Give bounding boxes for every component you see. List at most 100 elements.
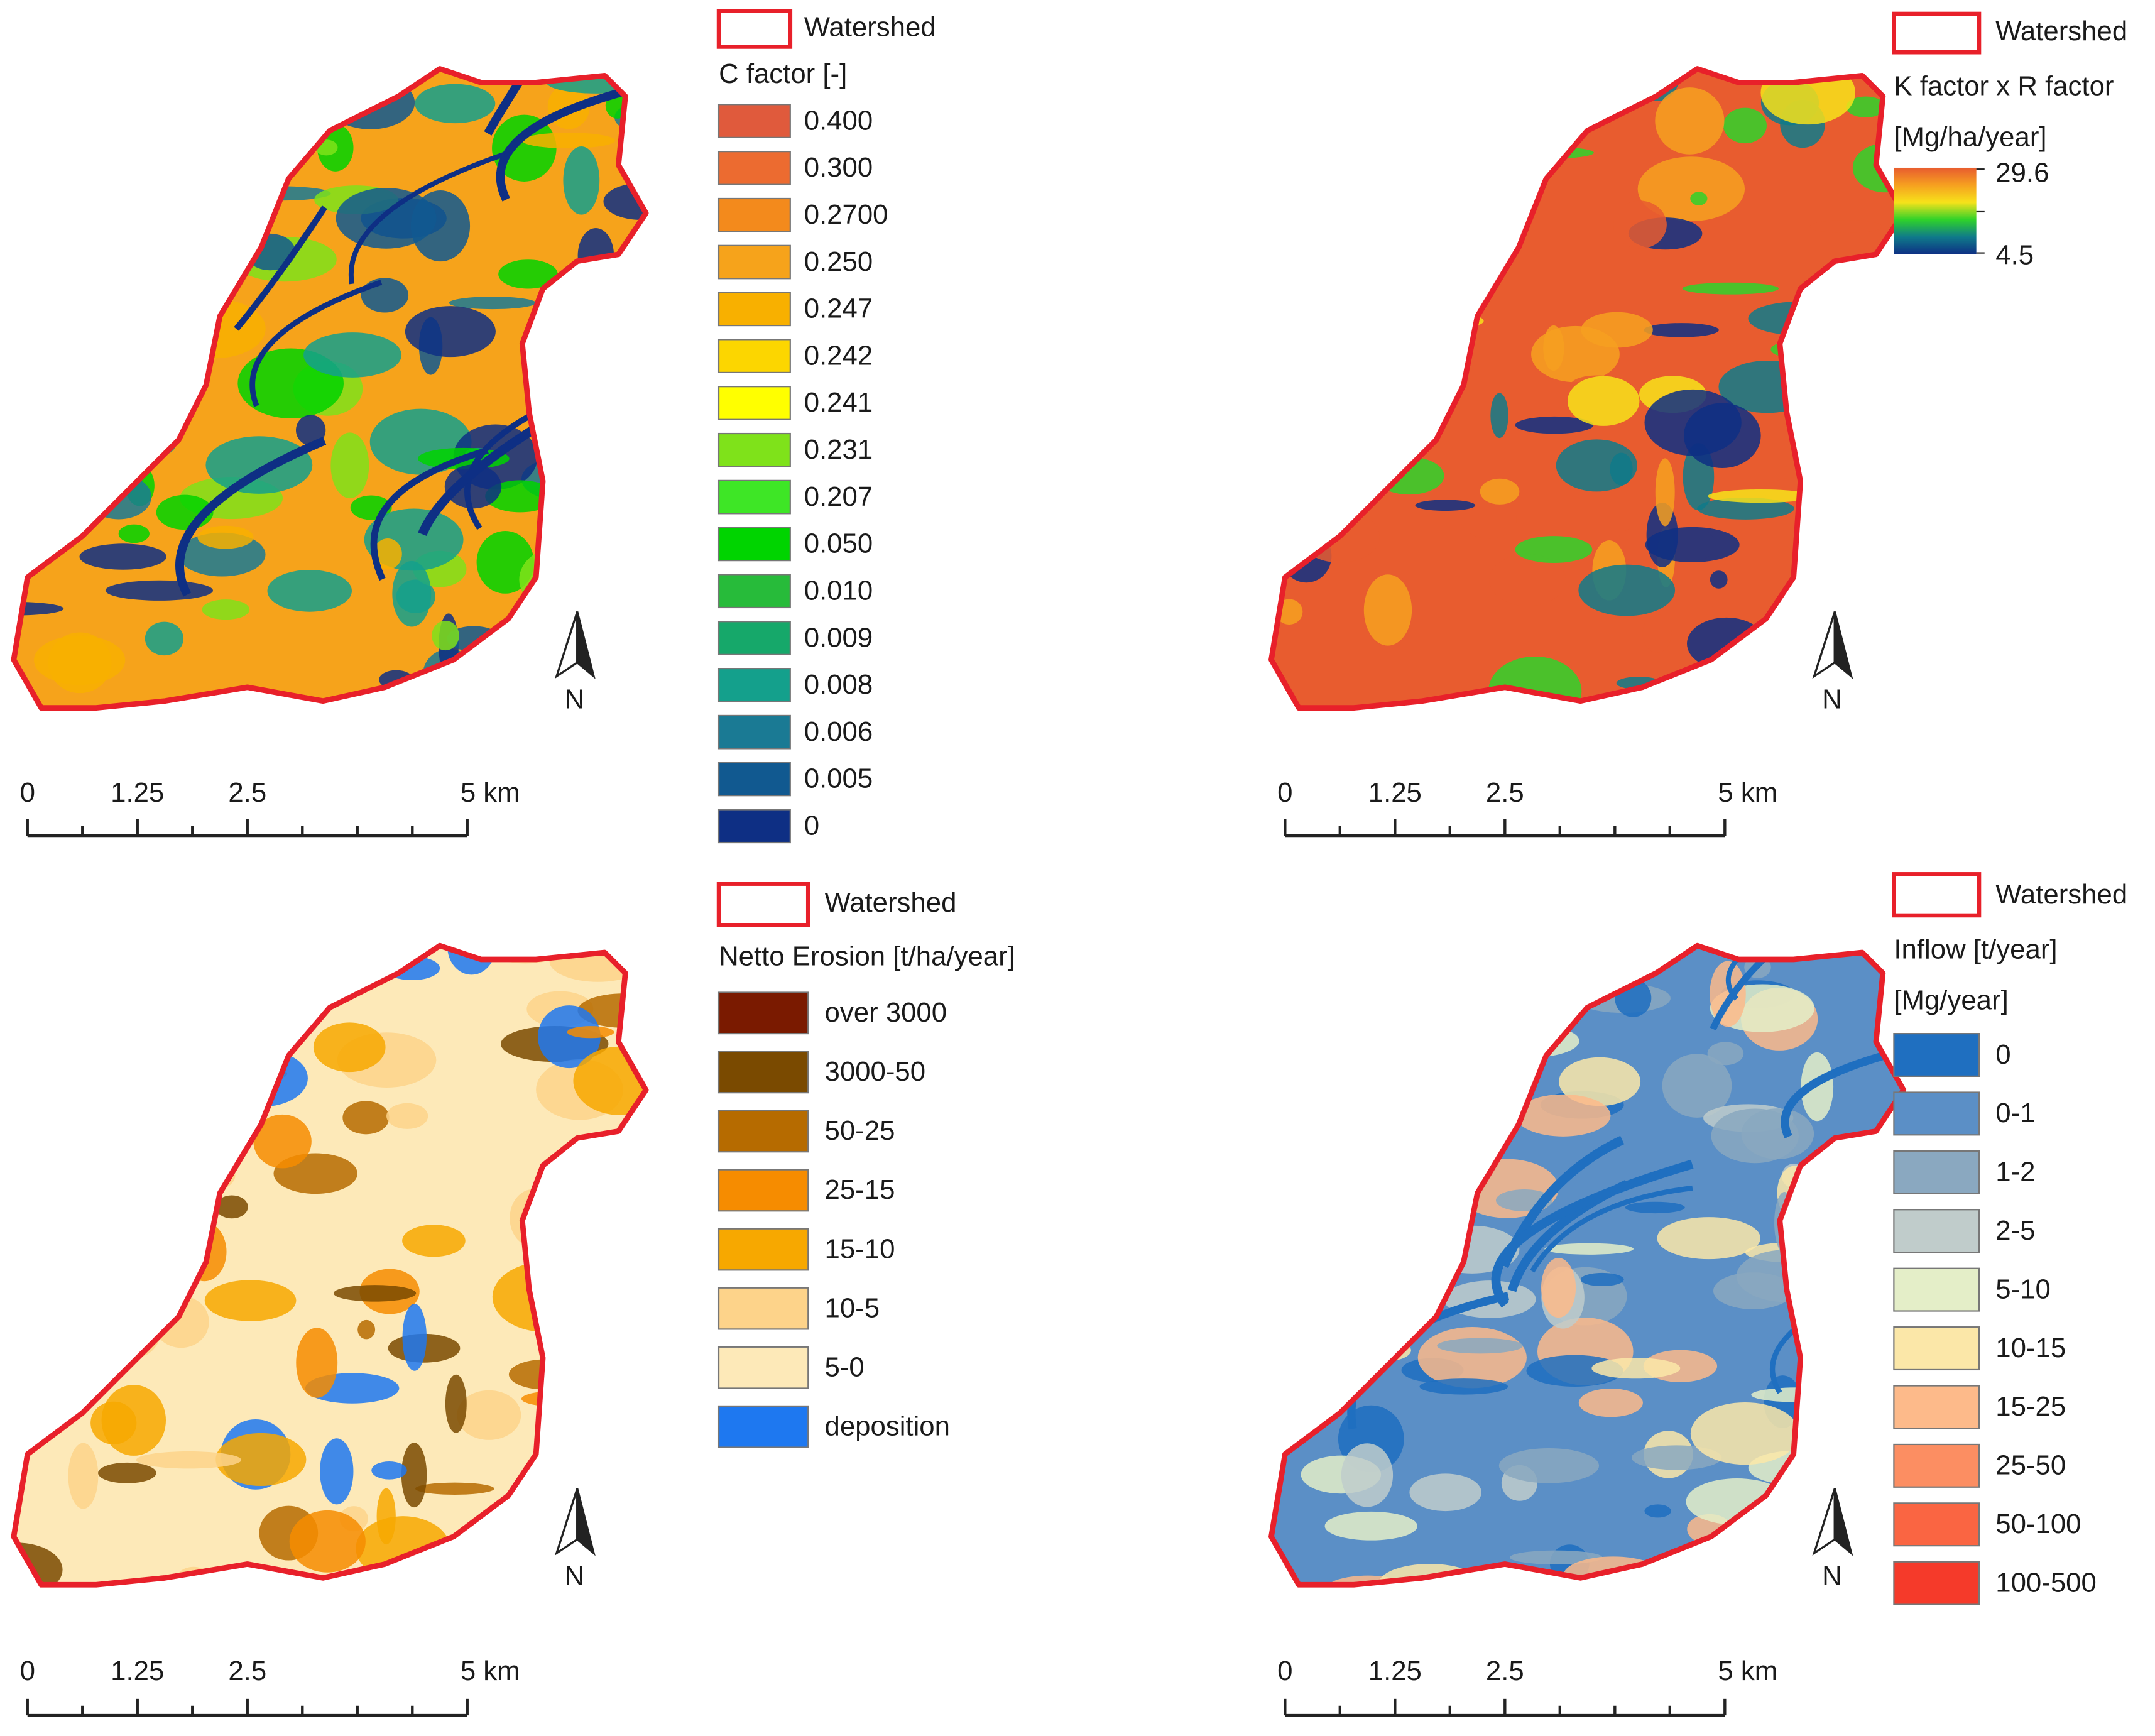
watershed-swatch [1892,11,1982,55]
map-patch [1298,1275,1375,1294]
scale-label: 2.5 [1486,777,1524,808]
scale-label: 1.25 [111,1656,164,1686]
legend-label: 15-10 [825,1233,895,1264]
map-patch [1860,1159,1895,1201]
map-raster [1271,68,1904,708]
watershed-label: Watershed [825,887,957,918]
map-patch [87,138,162,151]
legend-swatch [717,1346,809,1389]
map: N 0 1.25 2.5 5 km [1268,66,1907,838]
legend-label: 50-100 [1995,1509,2081,1539]
map-patch [243,1064,270,1101]
legend-subtitle: [Mg/year] [1894,985,2008,1015]
legend-swatch [717,574,791,609]
map-patch [1770,342,1808,358]
map-patch [1662,1054,1732,1118]
legend-swatch [717,244,791,280]
map-patch [68,354,141,374]
map-patch [1415,500,1476,511]
north-arrow [576,1488,596,1556]
map-patch [182,1222,227,1282]
north-arrow [1833,1488,1853,1556]
legend-label: 5-0 [825,1351,865,1382]
map-patch [1419,1378,1508,1395]
map-patch [1610,452,1633,486]
map-patch [1787,1255,1880,1280]
map-patch [14,263,114,317]
map-channel [1491,1159,1694,1308]
map-patch [444,464,502,509]
scale-label: 2.5 [1486,1656,1524,1686]
map-patch [1444,702,1465,708]
legend-swatch [717,667,791,702]
map-patch [471,669,533,691]
legend-swatch [1893,1443,1980,1488]
legend-label: 0-1 [1995,1098,2035,1128]
map-patch [98,1462,156,1483]
map-patch [485,480,555,513]
map-patch [13,1218,75,1230]
legend-label: 0.010 [804,575,873,606]
scale-label: 0 [1277,777,1292,808]
legend-swatch [717,991,809,1035]
map-patch [13,1037,77,1091]
legend-label: 0.008 [804,669,873,700]
map-patch [205,436,313,494]
map-patch [13,1056,57,1127]
map-patch [1515,1094,1611,1137]
legend-label: 0.247 [804,293,873,324]
legend-swatch [1893,1326,1980,1371]
map-patch [1682,282,1779,295]
legend-swatch [717,432,791,467]
map-patch [563,146,600,215]
scale-label: 5 km [1718,1656,1777,1686]
map-patch [1812,511,1890,572]
map-patch [1341,1443,1394,1507]
map-channel [1331,955,1470,1096]
map-channel [348,151,505,285]
map-patch [289,1510,366,1573]
map-patch [75,1215,99,1227]
map-patch [1272,220,1336,265]
map-patch [1426,1154,1492,1183]
legend-label: 0.231 [804,434,873,465]
map-patch [373,538,402,570]
north-label: N [565,1561,585,1591]
map-patch [1591,1358,1681,1379]
north-label: N [565,684,585,714]
map-patch [1828,1399,1858,1464]
map-patch [101,1385,166,1456]
map-patch [371,1461,407,1480]
map-patch [492,1262,597,1332]
map-patch [1375,405,1402,418]
map-channel [370,447,489,581]
map-patch [538,1005,601,1069]
map-patch [216,1049,308,1107]
map-patch [1655,458,1675,527]
map-patch [1708,489,1814,503]
scale-label: 1.25 [1368,777,1422,808]
legend-label: 0.400 [804,105,873,136]
map-patch [79,543,166,570]
legend-swatch [717,1110,809,1153]
gradient-max: 29.6 [1995,157,2049,188]
map-patch [136,432,176,457]
north-arrow [1812,611,1836,679]
map-patch [1468,188,1488,210]
map-patch [111,1291,163,1358]
map-patch [611,1554,639,1585]
map-patch [1657,1217,1761,1260]
map-patch [1509,1550,1603,1564]
map-patch [1448,194,1525,210]
map-channel [1530,1185,1693,1273]
map-patch [582,393,646,452]
map-patch [105,580,214,601]
legend-swatch [1893,1561,1980,1605]
map-patch [547,1482,633,1514]
map-patch [1412,1056,1498,1076]
map-patch [146,96,168,113]
map-patch [48,632,112,694]
map-patch [573,1046,646,1115]
map-patch [1531,325,1620,383]
map-patch [1779,1504,1798,1563]
